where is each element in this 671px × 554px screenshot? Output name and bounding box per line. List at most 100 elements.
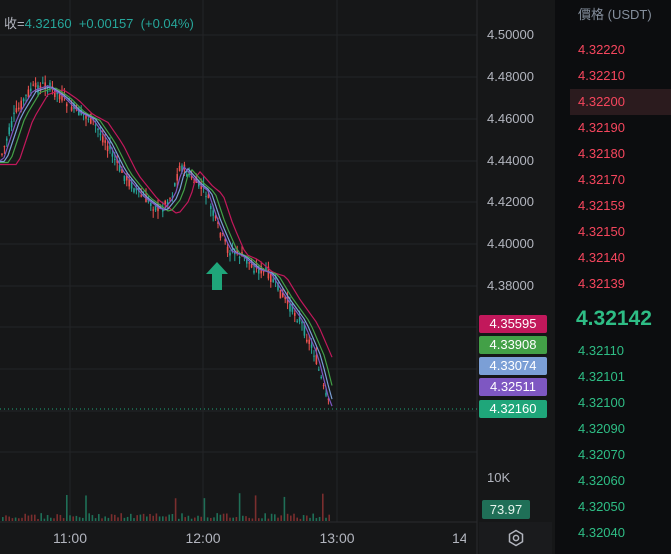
price-tick: 4.46000 bbox=[487, 111, 534, 126]
candle-body bbox=[210, 205, 212, 209]
candle-body bbox=[111, 153, 114, 157]
candle-body bbox=[181, 165, 183, 172]
candle-body bbox=[282, 292, 284, 297]
volume-bar bbox=[142, 513, 145, 521]
bid-row[interactable]: 4.32090 bbox=[562, 416, 671, 442]
volume-bar bbox=[24, 513, 26, 521]
volume-axis-label: 10K bbox=[487, 470, 511, 485]
candle-body bbox=[58, 94, 61, 100]
volume-bar bbox=[50, 517, 52, 521]
price-tick: 4.42000 bbox=[487, 194, 534, 209]
ask-row[interactable]: 4.32190 bbox=[562, 115, 671, 141]
ask-price: 4.32159 bbox=[578, 198, 625, 213]
chart-settings-button[interactable] bbox=[479, 522, 552, 554]
volume-bar bbox=[296, 517, 298, 521]
candle-body bbox=[202, 182, 205, 185]
volume-bar bbox=[226, 513, 228, 521]
ma-line bbox=[0, 87, 333, 386]
bid-row[interactable]: 4.32050 bbox=[562, 494, 671, 520]
change-percent: (+0.04%) bbox=[140, 16, 194, 31]
candle-body bbox=[10, 121, 13, 128]
volume-bar bbox=[21, 517, 23, 521]
current-price: 4.32142 bbox=[576, 307, 652, 330]
volume-bar bbox=[62, 518, 65, 521]
volume-bar bbox=[53, 518, 55, 521]
volume-bar bbox=[34, 514, 36, 521]
bid-price: 4.32110 bbox=[578, 343, 625, 358]
ask-row[interactable]: 4.32150 bbox=[562, 219, 671, 245]
bid-row[interactable]: 4.32040 bbox=[562, 520, 671, 546]
volume-bar bbox=[328, 514, 330, 521]
volume-bar bbox=[88, 513, 90, 521]
volume-bar bbox=[78, 517, 81, 521]
ask-row-highlighted[interactable]: 4.32200 bbox=[570, 89, 671, 115]
candle-body bbox=[320, 376, 322, 379]
candle-body bbox=[94, 124, 97, 126]
ask-price: 4.32190 bbox=[578, 120, 625, 135]
bid-row[interactable]: 4.32110 bbox=[562, 338, 671, 364]
volume-bar bbox=[123, 517, 126, 521]
bid-row[interactable]: 4.32060 bbox=[562, 468, 671, 494]
volume-bar bbox=[232, 517, 234, 521]
candle-body bbox=[1, 153, 3, 155]
bid-row[interactable]: 4.32070 bbox=[562, 442, 671, 468]
candle-body bbox=[298, 316, 301, 322]
candle-body bbox=[102, 136, 104, 143]
volume-bar bbox=[190, 518, 193, 521]
volume-bar bbox=[43, 518, 46, 521]
volume-bar bbox=[200, 516, 202, 521]
bid-price: 4.32090 bbox=[578, 421, 625, 436]
candle-body bbox=[32, 84, 34, 86]
volume-bar bbox=[162, 516, 164, 521]
volume-bar bbox=[98, 514, 100, 521]
ask-row[interactable]: 4.32159 bbox=[562, 193, 671, 219]
candle-body bbox=[104, 140, 106, 143]
ask-row[interactable]: 4.32140 bbox=[562, 245, 671, 271]
volume-bar bbox=[286, 513, 289, 521]
volume-bar bbox=[165, 516, 167, 521]
volume-bar bbox=[258, 518, 260, 521]
candle-body bbox=[49, 82, 51, 89]
candle-body bbox=[289, 303, 291, 312]
ask-row[interactable]: 4.32139 bbox=[562, 271, 671, 297]
candle-body bbox=[135, 187, 138, 191]
volume-bar bbox=[2, 517, 4, 521]
candle-body bbox=[217, 221, 219, 225]
volume-bar bbox=[72, 516, 74, 521]
chart-panel[interactable]: 收=4.32160 +0.00157 (+0.04%) 4.50000 4.48… bbox=[0, 0, 555, 554]
volume-bar bbox=[203, 498, 206, 521]
ask-row[interactable]: 4.32220 bbox=[562, 37, 671, 63]
last-price-tag: 4.32160 bbox=[479, 400, 547, 418]
ask-row[interactable]: 4.32180 bbox=[562, 141, 671, 167]
ask-price: 4.32220 bbox=[578, 42, 625, 57]
candle-body bbox=[116, 159, 118, 163]
candle-body bbox=[222, 232, 224, 234]
candle-body bbox=[214, 215, 217, 219]
volume-value-tag: 73.97 bbox=[482, 500, 530, 519]
candle-body bbox=[226, 246, 229, 253]
ma-price-tag: 4.32511 bbox=[479, 378, 547, 396]
candle-body bbox=[219, 232, 222, 238]
time-tick: 12:00 bbox=[185, 530, 221, 546]
volume-bar bbox=[299, 518, 302, 521]
candlestick-plot[interactable] bbox=[0, 0, 555, 554]
volume-bar bbox=[213, 517, 215, 521]
candle-body bbox=[234, 252, 236, 255]
candle-body bbox=[27, 89, 30, 98]
candle-body bbox=[106, 145, 109, 152]
volume-bar bbox=[274, 514, 276, 521]
bid-row[interactable]: 4.32100 bbox=[562, 390, 671, 416]
volume-bar bbox=[155, 513, 158, 521]
candle-body bbox=[315, 355, 318, 365]
candle-body bbox=[3, 146, 6, 148]
settings-icon bbox=[508, 529, 523, 547]
ask-row[interactable]: 4.32170 bbox=[562, 167, 671, 193]
ask-row[interactable]: 4.32210 bbox=[562, 63, 671, 89]
volume-bar bbox=[290, 515, 292, 521]
bid-price: 4.32050 bbox=[578, 499, 625, 514]
candle-body bbox=[154, 205, 157, 211]
bid-row[interactable]: 4.32101 bbox=[562, 364, 671, 390]
ohlc-legend: 收=4.32160 +0.00157 (+0.04%) bbox=[4, 13, 194, 32]
candle-body bbox=[61, 92, 63, 101]
change-value: +0.00157 bbox=[78, 16, 134, 31]
